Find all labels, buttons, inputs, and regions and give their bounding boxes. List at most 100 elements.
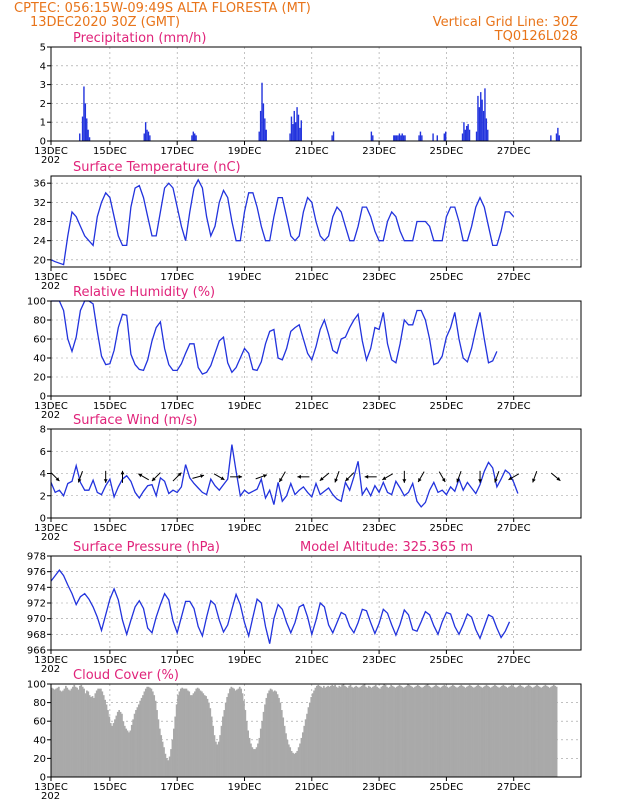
cloud-bar xyxy=(331,684,334,777)
cloud-bar xyxy=(230,686,233,777)
precip-bar xyxy=(264,118,266,141)
cloud-bar xyxy=(523,687,526,777)
cloud-bar xyxy=(279,702,282,777)
precip-bar xyxy=(419,131,422,141)
cloud-bar xyxy=(98,688,101,777)
cloud-bar xyxy=(248,737,251,777)
x-tick-label: 21DEC xyxy=(295,272,329,283)
cloud-bar xyxy=(328,686,331,777)
wind-arrow-head xyxy=(263,474,267,478)
y-tick-label: 20 xyxy=(33,754,46,765)
temp-line xyxy=(50,178,515,266)
wind-arrow xyxy=(478,470,482,483)
cloud-bar xyxy=(344,685,346,777)
cloud-bar xyxy=(271,689,273,777)
wind-arrow xyxy=(138,473,149,481)
cloud-bar xyxy=(261,721,264,777)
precip-bar xyxy=(404,135,406,141)
cloud-bar xyxy=(296,750,299,777)
cloud-bar xyxy=(144,688,147,777)
y-tick-label: 8 xyxy=(40,425,46,436)
cloud-bar xyxy=(65,685,67,777)
precip-bar xyxy=(402,135,405,141)
cloud-bar xyxy=(318,685,321,777)
precip-bar xyxy=(463,122,465,141)
cloud-bar xyxy=(321,687,324,777)
wind-arrow xyxy=(255,474,268,480)
x-tick-label: 13DEC xyxy=(34,146,68,157)
cloud-bar xyxy=(146,686,149,777)
cloud-bar xyxy=(339,686,342,777)
wind-frame xyxy=(50,428,582,519)
header-location: CPTEC: 056:15W-09:49S ALTA FLORESTA (MT) xyxy=(14,1,311,16)
cloud-bar xyxy=(297,747,300,777)
x-tick-label: 15DEC xyxy=(93,272,127,283)
wind-arrow xyxy=(438,471,446,483)
cloud-bar xyxy=(237,688,240,777)
cloud-bar xyxy=(481,687,484,777)
cloud-bar xyxy=(353,686,356,777)
y-tick-label: 0 xyxy=(40,773,46,784)
cloud-bar xyxy=(377,687,380,777)
cloud-bar xyxy=(80,684,83,777)
cloud-bar xyxy=(130,724,133,777)
precip-bar xyxy=(88,137,91,141)
precip-bar xyxy=(296,107,298,141)
cloud-bar xyxy=(515,687,517,777)
cloud-bar xyxy=(470,685,472,777)
cloud-bar xyxy=(88,695,91,777)
wind-arrow xyxy=(508,473,520,481)
y-tick-label: 4 xyxy=(40,61,46,72)
cloud-bar xyxy=(238,686,241,777)
cloud-bar xyxy=(429,686,432,777)
cloud-bar xyxy=(206,698,209,777)
precip-bar xyxy=(372,135,374,141)
cloud-bar xyxy=(477,684,479,777)
cloud-bar xyxy=(475,685,478,777)
cloud-bar xyxy=(545,685,548,777)
cloud-bar xyxy=(157,719,160,777)
cloud-bar xyxy=(192,693,195,777)
wind-arrow xyxy=(382,473,393,481)
cloud-bar xyxy=(397,685,400,777)
x-tick-label: 21DEC xyxy=(295,523,329,534)
cloud-bar xyxy=(104,699,106,777)
precip-bar xyxy=(477,95,479,141)
cloud-bar xyxy=(304,719,307,777)
precip-bar xyxy=(464,129,467,141)
cloud-bar xyxy=(404,686,407,777)
cloud-bar xyxy=(488,686,491,777)
precip-bar xyxy=(555,133,558,141)
cloud-bar xyxy=(241,693,244,777)
cloud-bar xyxy=(555,686,558,777)
y-tick-label: 968 xyxy=(27,630,46,641)
cloud-bar xyxy=(69,690,71,777)
cloud-bar xyxy=(76,687,78,777)
y-tick-label: 20 xyxy=(33,373,46,384)
cloud-bar xyxy=(149,687,151,777)
cloud-bar xyxy=(517,685,520,777)
cloud-bar xyxy=(369,686,371,777)
cloud-bar xyxy=(100,688,102,777)
x-tick-label: 13DEC xyxy=(34,401,68,412)
temp-frame xyxy=(50,175,582,268)
cloud-bar xyxy=(252,749,255,777)
cloud-bar xyxy=(258,737,261,777)
cloud-bar xyxy=(84,693,87,777)
cloud-bar xyxy=(128,732,130,777)
wind-arrow xyxy=(50,472,60,482)
precip-bar xyxy=(83,86,85,141)
year-label: 202 xyxy=(41,155,60,166)
precip-bar xyxy=(482,110,485,141)
cloud-bar xyxy=(505,686,507,777)
cloud-bar xyxy=(280,710,283,777)
cloud-bar xyxy=(342,684,345,777)
precip-bar xyxy=(299,127,301,141)
cloud-bar xyxy=(554,685,557,777)
pressure-panel: 966 968 970 972 974 976 978 13DEC 15DEC 17DEC 19DE… xyxy=(27,540,582,675)
cloud-bar xyxy=(70,688,73,777)
x-tick-label: 19DEC xyxy=(228,146,262,157)
cloud-bar xyxy=(467,685,470,777)
cloud-bar xyxy=(425,684,428,777)
